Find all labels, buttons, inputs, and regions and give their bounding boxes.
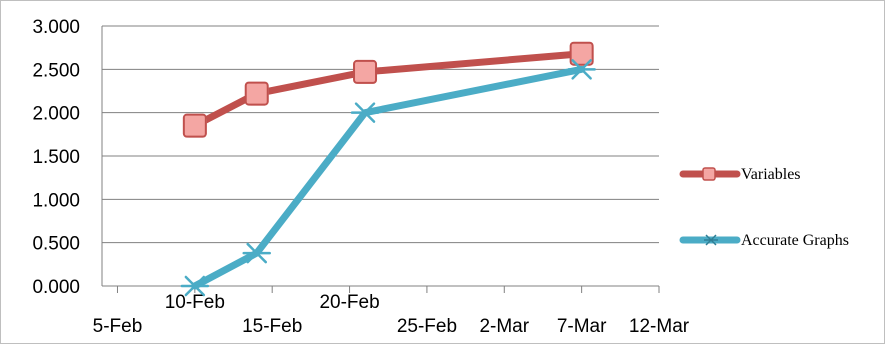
series <box>180 41 596 297</box>
data-point <box>182 113 207 138</box>
y-tick-label: 2.500 <box>32 60 80 81</box>
legend: Variables Accurate Graphs <box>679 166 849 249</box>
y-tick-label: 3.000 <box>32 17 80 38</box>
legend-marker <box>704 234 718 246</box>
legend-entry: Variables <box>679 166 801 183</box>
x-tick-label: 5-Feb <box>93 316 143 337</box>
y-tick-label: 2.000 <box>32 104 80 125</box>
data-point <box>242 242 271 264</box>
data-point <box>569 41 594 66</box>
y-tick-label: 1.000 <box>32 190 80 211</box>
x-tick-label: 12-Mar <box>629 316 690 337</box>
x-tick-label: 7-Mar <box>557 316 607 337</box>
series-accurate-graphs <box>180 59 596 297</box>
series-line <box>191 65 586 290</box>
series-line <box>191 50 586 130</box>
series-variables <box>182 41 594 138</box>
x-tick-labels: 5-Feb 10-Feb 15-Feb 20-Feb 25-Feb 2-Mar 7-Mar 1… <box>93 292 690 337</box>
y-tick-labels: 0.000 0.500 1.000 1.500 2.000 2.500 3.000 <box>32 17 80 298</box>
legend-label: Accurate Graphs <box>741 232 849 249</box>
x-tick-label: 2-Mar <box>479 316 529 337</box>
legend-marker <box>702 167 716 181</box>
x-tick-label: 20-Feb <box>319 292 379 313</box>
data-point <box>180 275 210 297</box>
data-point <box>567 59 596 80</box>
legend-entry: Accurate Graphs <box>679 232 849 249</box>
data-point <box>353 59 378 84</box>
x-tick-label: 15-Feb <box>242 316 302 337</box>
x-tick-label: 10-Feb <box>165 292 225 313</box>
data-point <box>350 102 380 123</box>
x-tick-label: 25-Feb <box>397 316 457 337</box>
y-tick-label: 0.000 <box>32 277 80 298</box>
y-tick-label: 1.500 <box>32 147 80 168</box>
legend-label: Variables <box>741 166 801 183</box>
axes <box>101 26 660 293</box>
y-tick-label: 0.500 <box>32 234 80 255</box>
data-point <box>244 81 269 106</box>
